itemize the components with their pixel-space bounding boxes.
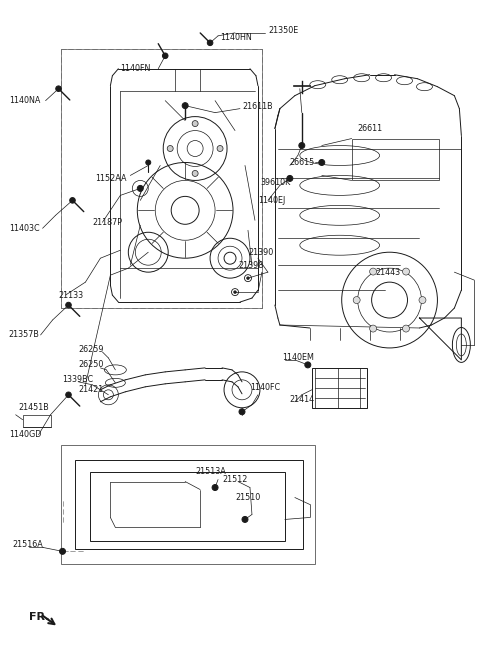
Text: 1140GD: 1140GD (9, 430, 41, 439)
Circle shape (66, 303, 72, 308)
Bar (90, 471, 285, 541)
Text: 21516A: 21516A (12, 540, 43, 549)
Circle shape (403, 325, 409, 332)
Text: 21357B: 21357B (9, 331, 39, 340)
Text: 21443: 21443 (376, 268, 401, 276)
Circle shape (137, 185, 144, 192)
Text: 26615: 26615 (290, 158, 315, 167)
Bar (23, 415, 50, 426)
Circle shape (370, 325, 377, 332)
Circle shape (66, 392, 72, 398)
Text: 21513A: 21513A (195, 467, 226, 476)
Text: 21133: 21133 (59, 291, 84, 299)
Text: 26259: 26259 (78, 346, 104, 355)
Circle shape (212, 484, 218, 490)
Text: 21451B: 21451B (19, 404, 49, 412)
Circle shape (370, 268, 377, 275)
Text: 39610K: 39610K (260, 178, 290, 187)
Text: 21414: 21414 (290, 395, 315, 404)
Circle shape (146, 160, 151, 165)
Text: 1140EM: 1140EM (282, 353, 314, 363)
Text: 11403C: 11403C (9, 224, 39, 233)
Circle shape (403, 268, 409, 275)
Text: 21512: 21512 (222, 475, 247, 484)
Circle shape (56, 86, 61, 91)
Text: 1140HN: 1140HN (220, 33, 252, 42)
Circle shape (234, 291, 236, 293)
Circle shape (239, 409, 245, 415)
Circle shape (242, 516, 248, 522)
Text: 1140NA: 1140NA (9, 96, 40, 105)
Bar (352, 138, 439, 181)
Text: 21350E: 21350E (268, 26, 298, 35)
Circle shape (299, 143, 305, 149)
Text: 21611B: 21611B (242, 102, 273, 111)
Text: 26250: 26250 (78, 361, 104, 370)
Text: 1140EJ: 1140EJ (258, 196, 285, 205)
Circle shape (353, 297, 360, 304)
Text: 1152AA: 1152AA (96, 174, 127, 183)
Text: 21510: 21510 (235, 493, 260, 502)
Text: 1339BC: 1339BC (62, 376, 94, 384)
Circle shape (192, 170, 198, 177)
Text: 21187P: 21187P (93, 218, 122, 227)
Circle shape (207, 40, 213, 46)
Bar (60, 49, 262, 308)
Bar (312, 368, 367, 408)
Circle shape (319, 160, 325, 166)
Text: 1140FN: 1140FN (120, 65, 151, 73)
Circle shape (419, 297, 426, 304)
Circle shape (162, 53, 168, 59)
Circle shape (192, 121, 198, 126)
Bar (60, 445, 315, 565)
Circle shape (70, 198, 75, 203)
Text: 1140FC: 1140FC (250, 383, 280, 393)
Circle shape (217, 145, 223, 151)
Text: FR.: FR. (29, 612, 49, 622)
Text: 21398: 21398 (238, 261, 263, 270)
Circle shape (305, 362, 311, 368)
Circle shape (167, 145, 173, 151)
Circle shape (60, 548, 65, 554)
Text: 21421: 21421 (78, 385, 104, 394)
Circle shape (182, 102, 188, 109)
Circle shape (287, 175, 293, 181)
Text: 26611: 26611 (358, 124, 383, 133)
Text: 21390: 21390 (248, 248, 273, 257)
Bar (75, 460, 303, 550)
Circle shape (247, 277, 249, 279)
